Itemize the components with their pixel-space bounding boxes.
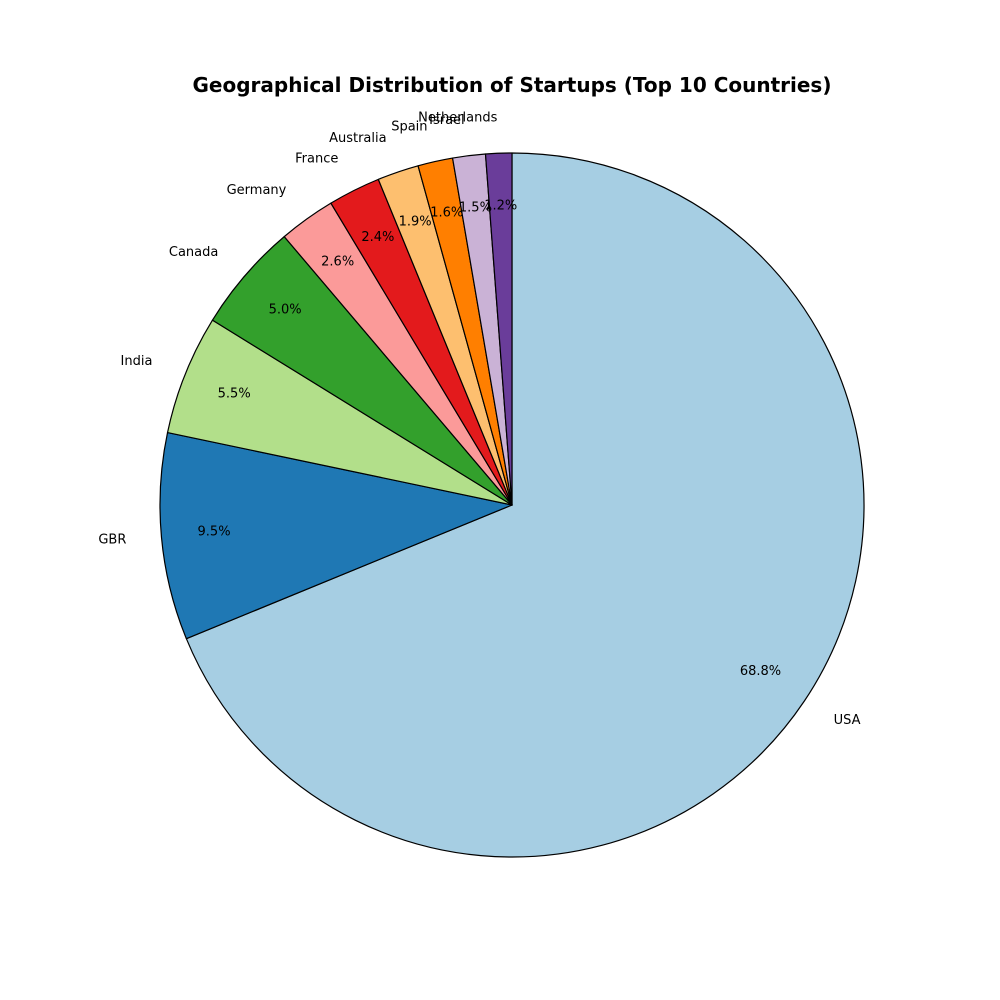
pct-label-australia: 1.9% [399, 214, 432, 229]
category-label-gbr: GBR [98, 533, 126, 548]
pct-label-france: 2.4% [361, 230, 394, 245]
pct-label-netherlands: 1.2% [484, 199, 517, 214]
category-label-spain: Spain [391, 120, 427, 135]
pct-label-usa: 68.8% [740, 664, 781, 679]
category-label-usa: USA [834, 713, 861, 728]
pct-label-india: 5.5% [218, 386, 251, 401]
pct-label-spain: 1.6% [430, 206, 463, 221]
category-label-germany: Germany [227, 183, 287, 198]
chart-title: Geographical Distribution of Startups (T… [193, 73, 832, 97]
pct-label-canada: 5.0% [269, 302, 302, 317]
pie-slice-usa [185, 152, 865, 858]
pie-slice-gbr [159, 431, 513, 640]
pie-slices [159, 152, 865, 858]
category-label-israel: Israel [429, 113, 465, 128]
category-label-netherlands: Netherlands [418, 111, 497, 126]
pct-label-israel: 1.5% [459, 201, 492, 216]
category-labels: USA GBR India Canada Germany France Australia S… [98, 111, 860, 729]
pct-label-gbr: 9.5% [198, 525, 231, 540]
category-label-australia: Australia [329, 131, 387, 146]
category-label-france: France [295, 151, 338, 166]
pct-label-germany: 2.6% [321, 254, 354, 269]
percentage-labels: 68.8% 9.5% 5.5% 5.0% 2.6% 2.4% 1.9%1.6%1.5%1.2… [198, 199, 782, 680]
category-label-canada: Canada [169, 245, 218, 260]
category-label-india: India [121, 354, 153, 369]
pie-slice-netherlands [484, 152, 513, 506]
